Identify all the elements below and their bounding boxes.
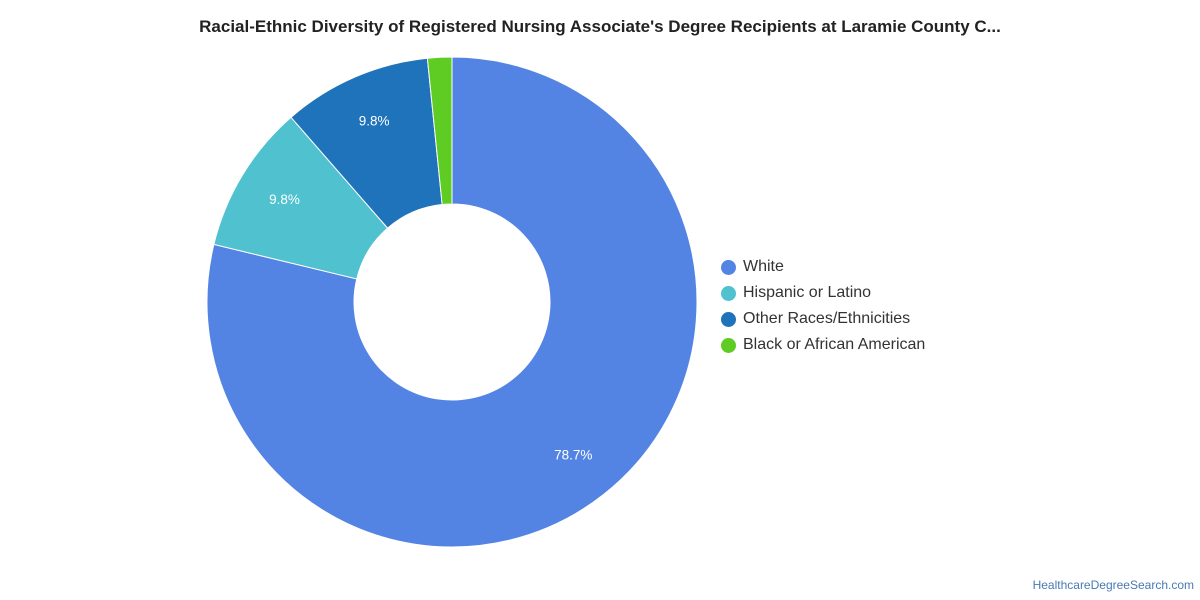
legend: White Hispanic or Latino Other Races/Eth… — [721, 254, 925, 358]
data-label-hispanic-or-latino: 9.8% — [269, 192, 300, 207]
legend-swatch-black-or-african-american — [721, 337, 736, 353]
legend-swatch-white — [721, 259, 736, 275]
legend-label: Hispanic or Latino — [743, 284, 872, 301]
data-label-other-races-ethnicities: 9.8% — [359, 114, 390, 129]
data-label-white: 78.7% — [554, 448, 592, 463]
slice-white[interactable] — [206, 56, 698, 548]
chart-title: Racial-Ethnic Diversity of Registered Nu… — [199, 17, 1001, 36]
source-link[interactable]: HealthcareDegreeSearch.com — [1032, 578, 1194, 592]
legend-item-white[interactable]: White — [721, 254, 925, 280]
legend-swatch-hispanic-or-latino — [721, 285, 736, 301]
legend-swatch-other-races — [721, 311, 736, 327]
slice-black-or-african-american[interactable] — [426, 56, 453, 206]
legend-label: White — [743, 258, 784, 275]
legend-label: Black or African American — [743, 336, 926, 353]
legend-item-other-races[interactable]: Other Races/Ethnicities — [721, 306, 925, 332]
legend-item-black-or-african-american[interactable]: Black or African American — [721, 332, 925, 358]
legend-item-hispanic-or-latino[interactable]: Hispanic or Latino — [721, 280, 925, 306]
legend-label: Other Races/Ethnicities — [743, 310, 911, 327]
